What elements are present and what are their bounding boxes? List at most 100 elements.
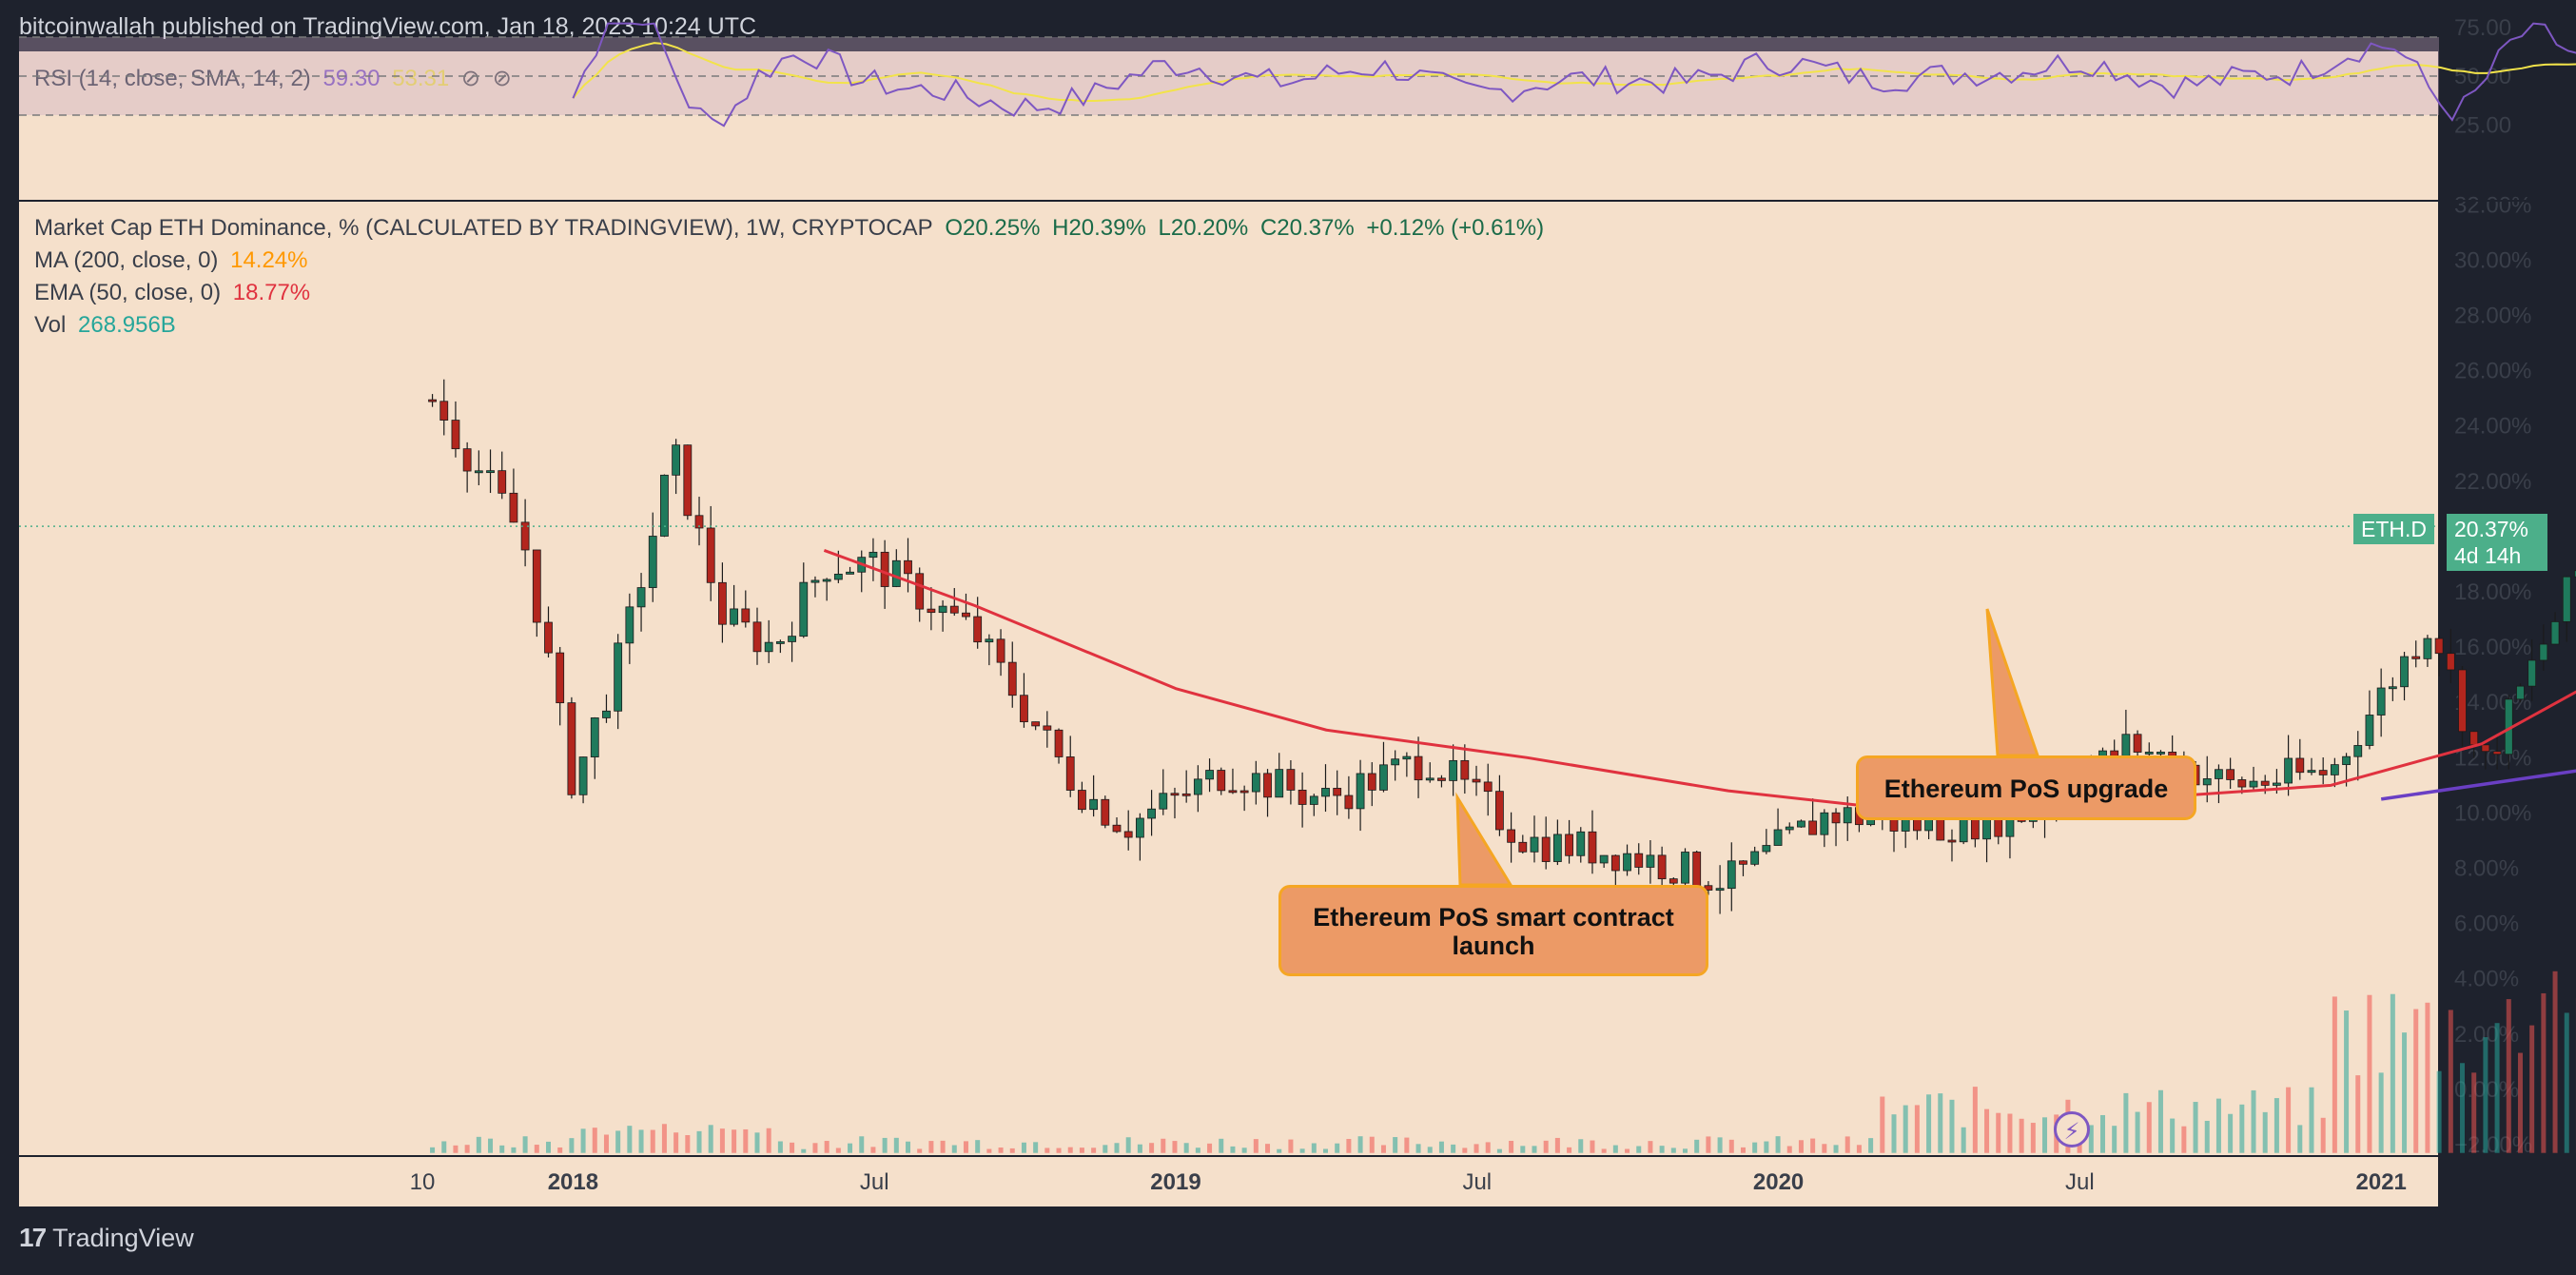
volume-bar: [870, 1147, 876, 1153]
candle-body: [2446, 653, 2455, 671]
candle-body: [567, 702, 576, 795]
volume-bar: [1451, 1144, 1456, 1153]
candle-body: [1518, 841, 1528, 853]
volume-bar: [1114, 1143, 1120, 1153]
vol-legend: Vol 268.956B: [34, 312, 182, 339]
candle-body: [1669, 878, 1678, 884]
candle-body: [1808, 820, 1818, 835]
volume-bar: [835, 1148, 841, 1153]
volume-bar: [1230, 1146, 1236, 1153]
candle-body: [428, 399, 437, 402]
volume-bar: [488, 1138, 494, 1153]
candle-body: [1785, 826, 1794, 831]
candle-body: [1391, 758, 1400, 766]
volume-bar: [2297, 1125, 2303, 1153]
volume-bar: [2344, 1010, 2350, 1153]
candle-body: [2539, 643, 2548, 661]
y-tick-label: 6.00%: [2454, 912, 2519, 937]
candle-body: [2365, 715, 2374, 746]
volume-bar: [2030, 1123, 2036, 1153]
x-tick-label: Jul: [860, 1169, 889, 1195]
candle-body: [1135, 817, 1144, 838]
volume-bar: [2378, 1072, 2384, 1153]
volume-bar: [1346, 1138, 1352, 1153]
candle-body: [2156, 752, 2165, 755]
volume-bar: [1079, 1148, 1084, 1153]
eye-off-icon[interactable]: ⊘: [492, 66, 512, 91]
volume-bar: [1427, 1147, 1433, 1153]
y-tick-label: 26.00%: [2454, 359, 2531, 384]
candle-body: [1217, 770, 1226, 792]
eye-off-icon[interactable]: ⊘: [460, 66, 481, 91]
rsi-legend-label: RSI (14, close, SMA, 14, 2): [34, 66, 311, 91]
volume-bar: [522, 1136, 528, 1153]
ma-legend: MA (200, close, 0) 14.24%: [34, 247, 314, 274]
vol-label: Vol: [34, 312, 67, 338]
candle-body: [2527, 659, 2537, 687]
candle-body: [775, 641, 785, 644]
volume-bar: [2564, 1012, 2569, 1153]
candle-body: [2423, 638, 2432, 659]
volume-bar: [859, 1136, 865, 1153]
volume-bar: [708, 1125, 713, 1153]
candle-body: [532, 549, 541, 623]
candle-body: [602, 710, 611, 718]
volume-bar: [2181, 1126, 2187, 1153]
candle-body: [672, 444, 681, 476]
ohlc-close: C20.37%: [1259, 215, 1355, 241]
volume-bar: [1740, 1147, 1746, 1153]
candle-body: [1565, 834, 1573, 856]
volume-bar: [893, 1137, 899, 1153]
volume-bar: [1091, 1148, 1097, 1153]
candle-body: [1692, 852, 1702, 887]
main-chart-panel[interactable]: Market Cap ETH Dominance, % (CALCULATED …: [19, 202, 2439, 1155]
volume-bar: [1984, 1108, 1990, 1153]
volume-bar: [1786, 1146, 1792, 1153]
volume-bar: [719, 1128, 725, 1153]
volume-bar: [2112, 1126, 2117, 1153]
lightning-icon[interactable]: ⚡: [2054, 1111, 2090, 1148]
volume-bar: [754, 1132, 760, 1153]
candle-body: [973, 616, 983, 643]
candle-body: [1843, 807, 1852, 824]
candle-body: [660, 474, 669, 537]
x-tick-label: 10: [410, 1169, 436, 1195]
rsi-tick-label: 75.00: [2454, 15, 2511, 41]
candle-body: [1031, 721, 1041, 727]
candle-body: [938, 605, 947, 614]
candle-body: [1402, 755, 1412, 760]
footer-logo[interactable]: 17 TradingView: [19, 1223, 194, 1253]
volume-bar: [1717, 1137, 1723, 1153]
candle-body: [1773, 829, 1783, 846]
volume-bar: [1277, 1148, 1282, 1153]
candle-body: [1344, 794, 1354, 810]
candle-body: [1159, 793, 1168, 810]
volume-bar: [2193, 1102, 2198, 1153]
volume-bar: [2170, 1118, 2176, 1153]
volume-bar: [545, 1141, 551, 1153]
volume-bar: [2274, 1098, 2279, 1153]
candle-body: [2202, 778, 2212, 786]
volume-bar: [2042, 1117, 2048, 1153]
candle-body: [962, 612, 970, 618]
volume-bar: [2483, 1037, 2488, 1153]
candle-body: [2434, 638, 2444, 655]
volume-bar: [1044, 1148, 1050, 1153]
candle-body: [1947, 839, 1957, 843]
candle-body: [1147, 808, 1156, 819]
volume-bar: [2215, 1098, 2221, 1153]
candle-body: [1309, 795, 1318, 805]
candle-body: [1657, 854, 1667, 880]
y-tick-label: 16.00%: [2454, 635, 2531, 660]
volume-bar: [1219, 1138, 1224, 1153]
candle-body: [1356, 773, 1365, 810]
volume-bar: [696, 1130, 702, 1153]
candle-body: [648, 536, 657, 588]
volume-bar: [1509, 1140, 1514, 1153]
volume-bar: [615, 1130, 621, 1153]
volume-bar: [848, 1143, 853, 1153]
volume-bar: [1056, 1148, 1062, 1153]
volume-bar: [650, 1129, 655, 1153]
volume-bar: [2448, 1010, 2453, 1153]
volume-bar: [1798, 1140, 1804, 1153]
